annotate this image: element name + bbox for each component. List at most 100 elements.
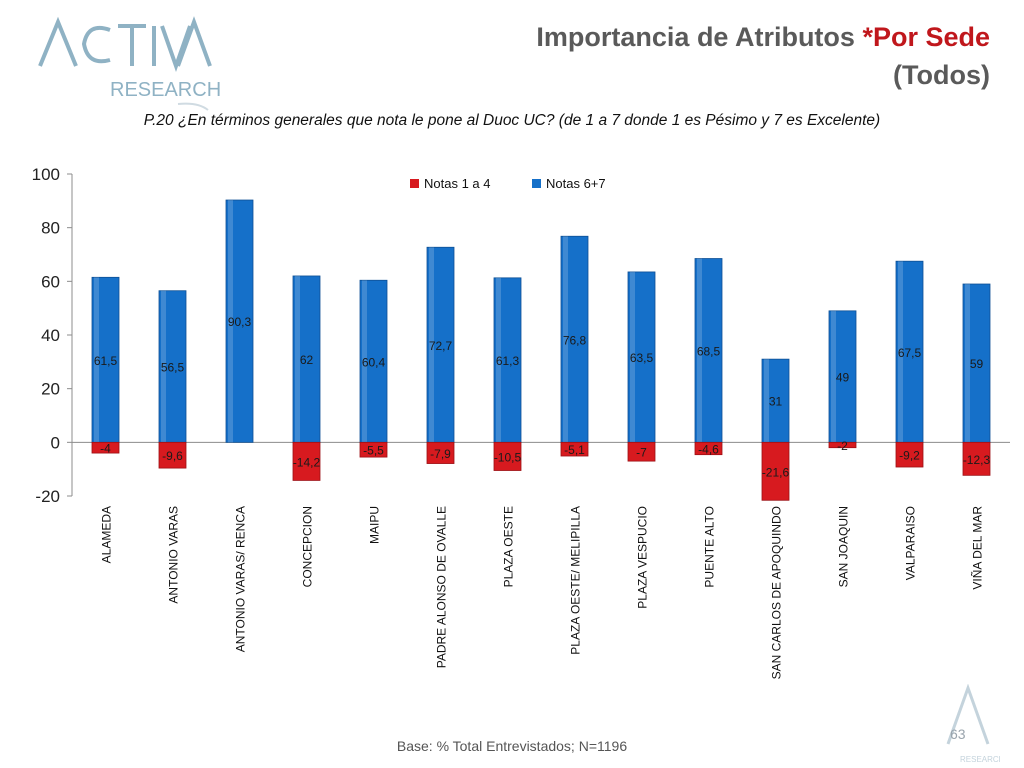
bar-highlight	[563, 236, 568, 443]
bar-highlight	[429, 247, 434, 443]
data-label-notas-1-4: -9,2	[899, 449, 920, 463]
bar-notas-1-4	[292, 441, 321, 481]
bar-notas-1-4	[158, 441, 187, 469]
data-label-notas-6-7: 31	[769, 395, 783, 409]
y-tick-label: 40	[41, 326, 60, 345]
category-label: SAN CARLOS DE APOQUINDO	[770, 506, 784, 679]
category-label: ALAMEDA	[100, 506, 114, 563]
data-label-notas-1-4: -4	[100, 442, 111, 456]
title-main: Importancia de Atributos	[536, 22, 863, 52]
data-label-notas-1-4: -7	[636, 446, 647, 460]
category-label: ANTONIO VARAS/ RENCA	[234, 506, 248, 652]
data-label-notas-6-7: 61,3	[496, 354, 520, 368]
data-label-notas-6-7: 60,4	[362, 355, 386, 369]
bar-notas-6-7	[426, 246, 455, 443]
bar-notas-6-7	[560, 235, 589, 443]
bar-notas-1-4	[895, 441, 924, 468]
y-tick-label: 60	[41, 272, 60, 291]
data-label-notas-6-7: 68,5	[697, 344, 721, 358]
bar-notas-1-4	[493, 441, 522, 471]
page-number: 63	[950, 726, 966, 742]
bar-highlight	[898, 261, 903, 443]
y-tick-label: 80	[41, 219, 60, 238]
bar-notas-6-7	[493, 277, 522, 443]
bar-notas-1-4	[761, 441, 790, 501]
bar-highlight	[228, 200, 233, 443]
legend-label: Notas 1 a 4	[424, 176, 491, 191]
data-label-notas-6-7: 59	[970, 357, 984, 371]
data-label-notas-1-4: -14,2	[293, 455, 321, 469]
category-label: PLAZA VESPUCIO	[636, 506, 650, 609]
slide-title: Importancia de Atributos *Por Sede (Todo…	[430, 18, 990, 94]
bar-highlight	[697, 258, 702, 443]
data-label-notas-6-7: 56,5	[161, 361, 185, 375]
bar-notas-6-7	[761, 358, 790, 443]
data-label-notas-1-4: -21,6	[762, 465, 790, 479]
y-tick-label: 100	[32, 165, 60, 184]
category-label: PUENTE ALTO	[703, 506, 717, 588]
category-label: MAIPU	[368, 506, 382, 544]
title-accent: *Por Sede	[862, 22, 990, 52]
bar-notas-1-4	[828, 441, 857, 449]
data-label-notas-1-4: -2	[837, 439, 848, 453]
bar-notas-6-7	[828, 310, 857, 443]
data-label-notas-1-4: -7,9	[430, 447, 451, 461]
category-label: SAN JOAQUIN	[837, 506, 851, 587]
bar-highlight	[295, 275, 300, 443]
survey-question: P.20 ¿En términos generales que nota le …	[143, 112, 881, 129]
category-label: PLAZA OESTE/ MELIPILLA	[569, 506, 583, 655]
bar-notas-6-7	[91, 276, 120, 443]
legend-swatch	[410, 179, 419, 188]
bar-notas-6-7	[627, 271, 656, 443]
footer-base: Base: % Total Entrevistados; N=1196	[396, 738, 628, 754]
data-label-notas-6-7: 67,5	[898, 346, 922, 360]
category-label: PLAZA OESTE	[502, 506, 516, 587]
y-tick-label: -20	[35, 487, 60, 506]
data-label-notas-6-7: 76,8	[563, 333, 587, 347]
data-label-notas-6-7: 90,3	[228, 315, 252, 329]
bar-highlight	[764, 359, 769, 443]
bar-highlight	[362, 280, 367, 443]
activa-research-logo: RESEARCH	[38, 16, 221, 111]
corner-logo: RESEARCH	[946, 684, 1000, 764]
bar-notas-1-4	[91, 441, 120, 454]
legend-label: Notas 6+7	[546, 176, 606, 191]
data-label-notas-1-4: -9,6	[162, 449, 183, 463]
bar-notas-6-7	[359, 279, 388, 443]
bar-notas-1-4	[560, 441, 589, 457]
data-label-notas-6-7: 63,5	[630, 351, 654, 365]
category-label: VIÑA DEL MAR	[971, 506, 985, 590]
data-label-notas-6-7: 61,5	[94, 354, 118, 368]
y-tick-label: 20	[41, 380, 60, 399]
bar-notas-6-7	[694, 258, 723, 443]
bar-notas-6-7	[895, 260, 924, 443]
bar-notas-6-7	[225, 199, 254, 443]
bar-highlight	[161, 290, 166, 443]
svg-text:RESEARCH: RESEARCH	[110, 79, 221, 101]
title-subtitle: (Todos)	[893, 60, 990, 90]
bar-notas-6-7	[962, 283, 991, 443]
bar-highlight	[630, 271, 635, 443]
data-label-notas-1-4: -10,5	[494, 450, 522, 464]
svg-text:RESEARCH: RESEARCH	[960, 755, 1000, 764]
bar-highlight	[831, 310, 836, 443]
bar-highlight	[965, 284, 970, 443]
category-label: PADRE ALONSO DE OVALLE	[435, 506, 449, 668]
bar-notas-1-4	[359, 441, 388, 458]
y-tick-label: 0	[51, 433, 60, 452]
data-label-notas-1-4: -4,6	[698, 443, 719, 457]
data-label-notas-6-7: 62	[300, 353, 314, 367]
category-label: ANTONIO VARAS	[167, 506, 181, 604]
data-label-notas-1-4: -12,3	[963, 453, 991, 467]
data-label-notas-6-7: 49	[836, 371, 850, 385]
bar-highlight	[496, 277, 501, 443]
legend-swatch	[532, 179, 541, 188]
data-label-notas-1-4: -5,5	[363, 444, 384, 458]
bar-notas-1-4	[426, 441, 455, 464]
category-label: VALPARAISO	[904, 506, 918, 580]
bar-notas-6-7	[158, 290, 187, 443]
bar-highlight	[94, 277, 99, 443]
bar-notas-1-4	[694, 441, 723, 456]
bar-chart: -20 0 20 40 60 80 100 61,5 -4 ALAMEDA 56,5 -9,6 ANTO…	[32, 165, 1010, 679]
category-label: CONCEPCION	[301, 506, 315, 587]
